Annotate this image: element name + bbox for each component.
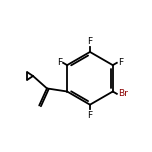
Text: F: F <box>57 58 62 67</box>
Text: F: F <box>118 58 123 67</box>
Text: F: F <box>87 37 93 46</box>
Text: F: F <box>87 111 93 120</box>
Text: Br: Br <box>118 89 128 98</box>
